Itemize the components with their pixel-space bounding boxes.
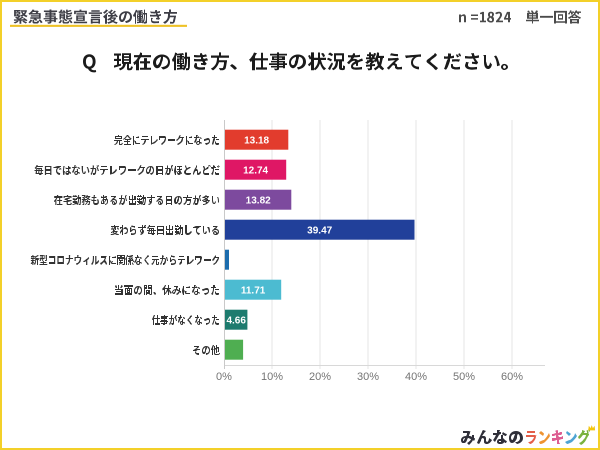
svg-text:4.66: 4.66	[226, 315, 246, 326]
svg-text:0%: 0%	[216, 371, 232, 383]
svg-text:60%: 60%	[501, 371, 523, 383]
svg-text:11.71: 11.71	[241, 285, 266, 296]
svg-text:20%: 20%	[309, 371, 331, 383]
svg-text:13.82: 13.82	[246, 195, 271, 206]
svg-text:12.74: 12.74	[243, 165, 268, 176]
svg-text:39.47: 39.47	[307, 225, 332, 236]
svg-text:10%: 10%	[261, 371, 283, 383]
svg-text:30%: 30%	[357, 371, 379, 383]
svg-text:50%: 50%	[453, 371, 475, 383]
svg-text:13.18: 13.18	[244, 135, 269, 146]
svg-text:40%: 40%	[405, 371, 427, 383]
